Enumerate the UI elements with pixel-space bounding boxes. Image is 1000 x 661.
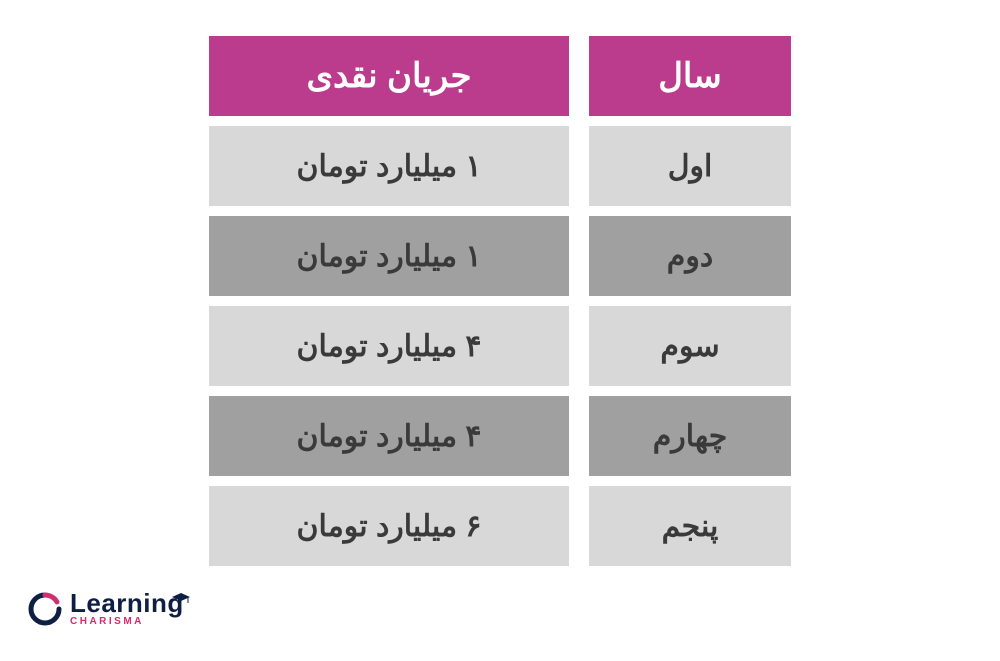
brand-logo: Learning CHARISMA	[28, 590, 184, 627]
table-row: ۴ میلیارد تومان	[209, 396, 569, 476]
header-cashflow: جریان نقدی	[209, 36, 569, 116]
table-row: ۶ میلیارد تومان	[209, 486, 569, 566]
header-year: سال	[589, 36, 791, 116]
logo-mark-icon	[28, 592, 62, 626]
logo-text: Learning CHARISMA	[70, 590, 184, 627]
table-row: چهارم	[589, 396, 791, 476]
graduation-cap-icon	[172, 583, 190, 609]
table-row: اول	[589, 126, 791, 206]
cashflow-table: سال اول دوم سوم چهارم پنجم جریان نقدی ۱ …	[0, 36, 1000, 576]
column-year: سال اول دوم سوم چهارم پنجم	[589, 36, 791, 576]
column-cashflow: جریان نقدی ۱ میلیارد تومان ۱ میلیارد توم…	[209, 36, 569, 576]
logo-sub-text: CHARISMA	[70, 617, 184, 627]
table-row: پنجم	[589, 486, 791, 566]
logo-main-label: Learning	[70, 588, 184, 618]
table-row: دوم	[589, 216, 791, 296]
table-row: ۱ میلیارد تومان	[209, 216, 569, 296]
table-row: سوم	[589, 306, 791, 386]
table-row: ۱ میلیارد تومان	[209, 126, 569, 206]
table-row: ۴ میلیارد تومان	[209, 306, 569, 386]
logo-main-text: Learning	[70, 590, 184, 616]
